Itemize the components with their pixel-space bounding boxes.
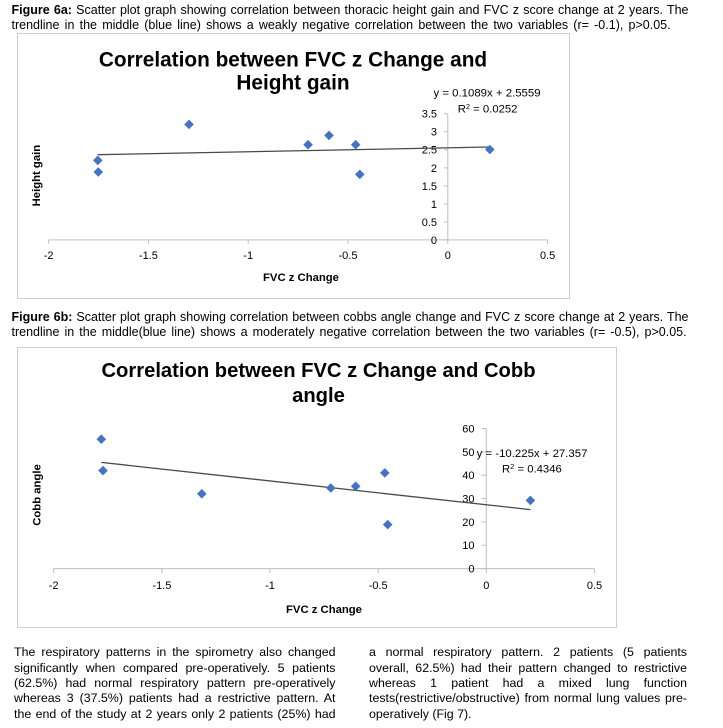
svg-text:0: 0 — [468, 564, 474, 576]
svg-text:R2 = 0.4346: R2 = 0.4346 — [502, 462, 562, 476]
svg-text:-2: -2 — [49, 580, 59, 592]
svg-text:0.5: 0.5 — [587, 580, 602, 592]
svg-text:Height gain: Height gain — [31, 145, 43, 207]
svg-text:0: 0 — [445, 250, 451, 262]
svg-text:-2: -2 — [44, 250, 54, 262]
svg-text:angle: angle — [292, 385, 345, 407]
svg-text:Height gain: Height gain — [236, 72, 349, 95]
svg-text:50: 50 — [462, 447, 474, 459]
svg-text:0.5: 0.5 — [540, 250, 555, 262]
svg-text:Cobb angle: Cobb angle — [32, 464, 44, 526]
svg-text:60: 60 — [462, 424, 474, 436]
svg-text:-1: -1 — [243, 250, 253, 262]
svg-text:3.5: 3.5 — [422, 109, 437, 121]
svg-text:0: 0 — [483, 580, 489, 592]
svg-text:40: 40 — [462, 470, 474, 482]
svg-text:FVC z Change: FVC z Change — [263, 272, 339, 284]
svg-text:R2 = 0.0252: R2 = 0.0252 — [458, 102, 518, 116]
svg-text:-1.5: -1.5 — [152, 580, 171, 592]
svg-text:-1.5: -1.5 — [139, 250, 158, 262]
svg-text:-1: -1 — [265, 580, 275, 592]
svg-text:-0.5: -0.5 — [339, 250, 358, 262]
svg-text:2: 2 — [431, 163, 437, 175]
svg-text:10: 10 — [462, 540, 474, 552]
svg-text:2.5: 2.5 — [422, 145, 437, 157]
svg-text:Correlation between FVC z Chan: Correlation between FVC z Change and — [99, 48, 487, 71]
svg-text:-0.5: -0.5 — [369, 580, 388, 592]
svg-text:1.5: 1.5 — [422, 181, 437, 193]
svg-text:0.5: 0.5 — [422, 217, 437, 229]
svg-text:FVC z Change: FVC z Change — [286, 604, 362, 616]
svg-text:0: 0 — [431, 235, 437, 247]
svg-text:1: 1 — [431, 199, 437, 211]
svg-text:3: 3 — [431, 127, 437, 139]
svg-text:20: 20 — [462, 517, 474, 529]
svg-text:y = -10.225x + 27.357: y = -10.225x + 27.357 — [477, 448, 588, 460]
svg-text:Correlation between FVC z Chan: Correlation between FVC z Change and Cob… — [101, 360, 535, 382]
svg-text:y = 0.1089x + 2.5559: y = 0.1089x + 2.5559 — [434, 88, 541, 100]
